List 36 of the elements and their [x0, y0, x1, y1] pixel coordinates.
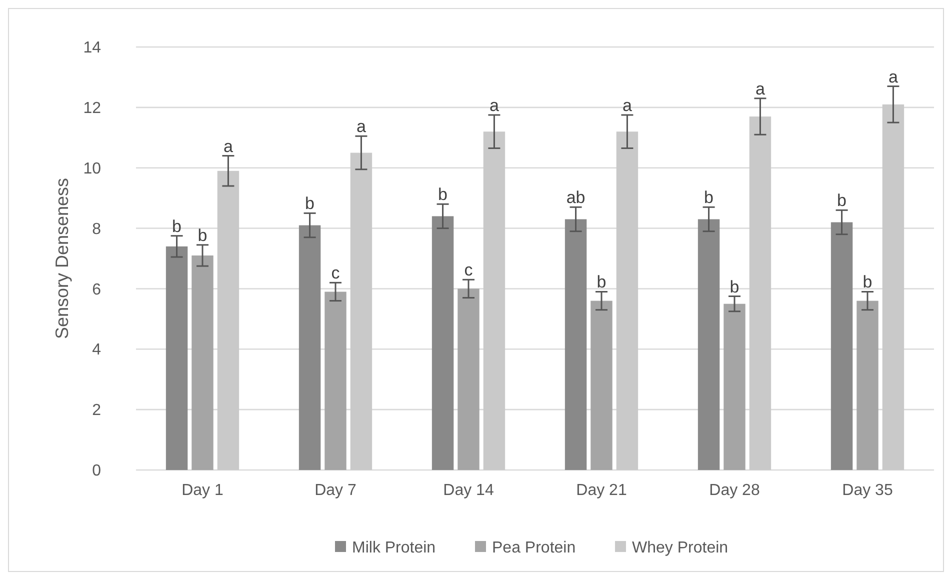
y-tick-label: 4	[92, 342, 102, 359]
annotation: b	[730, 277, 740, 296]
y-tick-label: 14	[83, 40, 102, 57]
annotation: c	[331, 264, 340, 283]
legend-label: Whey Protein	[632, 540, 728, 557]
legend-label: Milk Protein	[352, 540, 436, 557]
y-axis-title: Sensory Denseness	[52, 178, 72, 340]
annotation: a	[888, 67, 898, 86]
x-tick-label: Day 35	[842, 482, 893, 499]
annotation: ab	[566, 188, 586, 208]
x-tick-label: Day 7	[314, 482, 356, 499]
y-tick-label: 12	[83, 100, 102, 118]
annotation: b	[438, 185, 448, 204]
annotation: c	[464, 260, 474, 280]
y-tick-label: 10	[83, 160, 102, 178]
y-tick-label: 6	[92, 281, 102, 298]
annotation: b	[596, 272, 606, 292]
annotation: a	[223, 136, 234, 156]
annotation: b	[837, 191, 847, 210]
annotation: a	[622, 96, 632, 115]
legend-label: Pea Protein	[492, 540, 576, 557]
annotation: a	[755, 79, 766, 98]
y-tick-label: 8	[92, 220, 102, 238]
y-tick-label: 0	[92, 462, 102, 480]
x-tick-label: Day 14	[443, 482, 494, 499]
x-tick-label: Day 28	[709, 482, 760, 499]
x-tick-label: Day 21	[576, 482, 627, 499]
annotation: b	[862, 272, 872, 292]
annotation: b	[172, 216, 182, 236]
annotation: a	[489, 96, 500, 115]
y-tick-label: 2	[92, 402, 102, 420]
annotation: b	[305, 194, 315, 214]
annotation: b	[704, 188, 714, 208]
x-tick-label: Day 1	[182, 482, 224, 499]
annotation: a	[356, 117, 366, 136]
annotation: b	[198, 226, 208, 245]
